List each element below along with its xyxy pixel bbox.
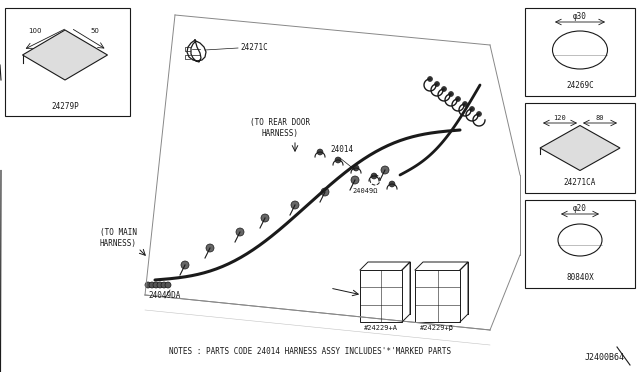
Text: 24271CA: 24271CA: [564, 178, 596, 187]
Text: 24279P: 24279P: [51, 102, 79, 111]
Circle shape: [371, 173, 377, 179]
Bar: [525, 103, 635, 193]
Circle shape: [442, 87, 447, 92]
Polygon shape: [22, 30, 108, 80]
Circle shape: [470, 106, 474, 112]
Bar: [525, 200, 635, 288]
Circle shape: [291, 201, 299, 209]
Circle shape: [181, 261, 189, 269]
Text: #24229+β: #24229+β: [420, 325, 454, 331]
Text: 80840X: 80840X: [566, 273, 594, 282]
Circle shape: [236, 228, 244, 236]
Text: 24049DA: 24049DA: [148, 291, 180, 300]
Text: 24049Ω: 24049Ω: [352, 188, 378, 194]
Text: 24014: 24014: [330, 145, 353, 154]
Circle shape: [335, 157, 341, 163]
Circle shape: [161, 282, 167, 288]
Text: φ20: φ20: [573, 204, 587, 213]
Circle shape: [153, 282, 159, 288]
Circle shape: [145, 282, 151, 288]
Circle shape: [389, 181, 395, 187]
Text: 50: 50: [91, 28, 99, 34]
Circle shape: [463, 102, 467, 106]
Circle shape: [435, 81, 440, 87]
Circle shape: [321, 188, 329, 196]
Text: 80: 80: [596, 115, 604, 121]
Text: (TO MAIN
HARNESS): (TO MAIN HARNESS): [99, 228, 136, 248]
Text: φ30: φ30: [573, 12, 587, 21]
Text: 100: 100: [28, 28, 42, 34]
Circle shape: [353, 165, 359, 171]
Bar: [525, 8, 635, 96]
Circle shape: [157, 282, 163, 288]
Text: J2400B64: J2400B64: [585, 353, 625, 362]
Text: #24229+A: #24229+A: [364, 325, 398, 331]
Circle shape: [165, 282, 171, 288]
Circle shape: [261, 214, 269, 222]
Circle shape: [351, 176, 359, 184]
Polygon shape: [540, 125, 620, 170]
Circle shape: [449, 92, 454, 96]
Bar: [360, 270, 402, 322]
Circle shape: [381, 166, 389, 174]
Circle shape: [317, 149, 323, 155]
Circle shape: [477, 112, 481, 116]
Text: 24269C: 24269C: [566, 81, 594, 90]
Circle shape: [456, 96, 461, 102]
Text: NOTES : PARTS CODE 24014 HARNESS ASSY INCLUDES'*'MARKED PARTS: NOTES : PARTS CODE 24014 HARNESS ASSY IN…: [169, 347, 451, 356]
Text: (TO REAR DOOR
HARNESS): (TO REAR DOOR HARNESS): [250, 118, 310, 138]
Text: 24271C: 24271C: [240, 42, 268, 51]
Circle shape: [149, 282, 155, 288]
Bar: [5, 8, 130, 116]
Bar: [415, 270, 460, 322]
Circle shape: [206, 244, 214, 252]
Text: 120: 120: [554, 115, 566, 121]
Circle shape: [428, 77, 433, 81]
